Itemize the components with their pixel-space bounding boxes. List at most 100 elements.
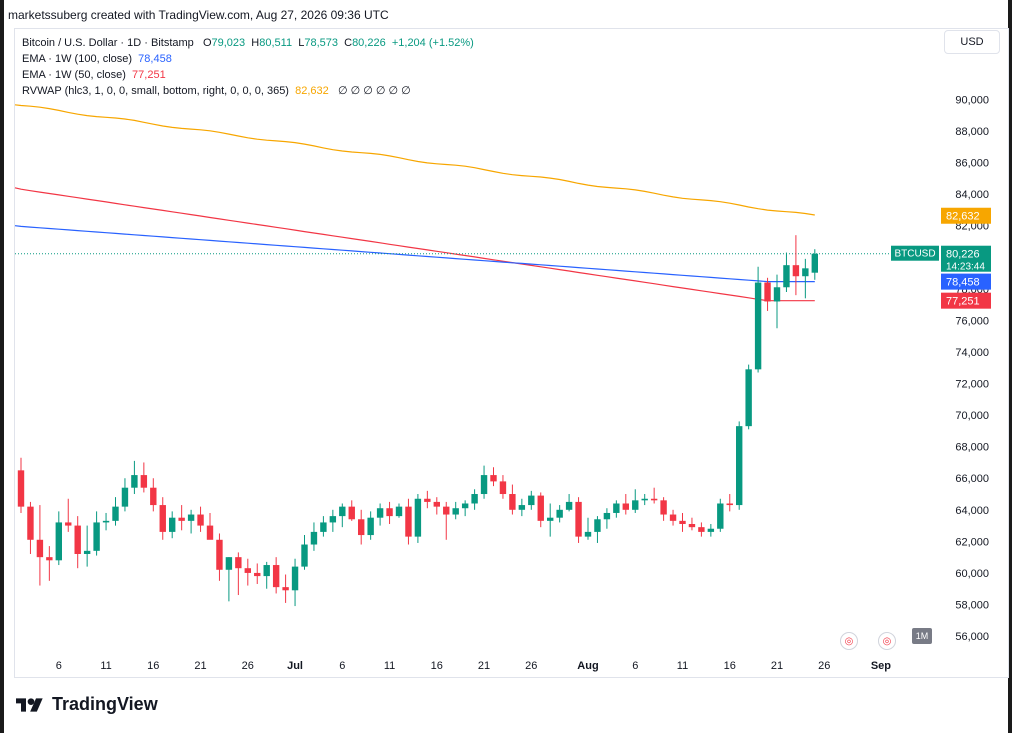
candle-body xyxy=(225,557,233,570)
candle-body xyxy=(537,495,544,521)
candle-body xyxy=(216,539,223,570)
candle-body xyxy=(698,527,705,532)
candle-body xyxy=(405,506,412,537)
us-flag-event-icon[interactable]: ◎ xyxy=(840,632,858,650)
candle-body xyxy=(575,501,582,537)
rvwap-value: 82,632 xyxy=(295,85,329,97)
rvwap-extra: ∅ ∅ ∅ ∅ ∅ ∅ xyxy=(337,85,411,97)
tradingview-logo[interactable]: TradingView xyxy=(16,694,158,715)
candle-body xyxy=(102,520,110,523)
x-tick-label: 26 xyxy=(818,660,830,672)
ema50-label: EMA · 1W (50, close) xyxy=(22,69,126,81)
candle-body xyxy=(461,503,469,509)
price-tag-countdown: 14:23:44 xyxy=(946,262,985,273)
x-tick-label: 11 xyxy=(384,660,395,672)
candle-body xyxy=(679,520,686,525)
candle-body xyxy=(754,282,762,370)
y-tick-label: 84,000 xyxy=(955,189,989,201)
low-label: L xyxy=(298,37,305,49)
rvwap-label: RVWAP (hlc3, 1, 0, 0, small, bottom, rig… xyxy=(22,85,289,97)
y-tick-label: 76,000 xyxy=(955,315,989,327)
candle-body xyxy=(17,470,25,507)
candle-body xyxy=(660,500,667,515)
x-tick-label: 26 xyxy=(242,660,254,672)
candle-body xyxy=(36,539,44,558)
candle-body xyxy=(452,508,459,515)
x-tick-label: 11 xyxy=(677,660,688,672)
candle-body xyxy=(358,519,365,536)
candle-body xyxy=(499,481,507,495)
interval-badge[interactable]: 1M xyxy=(912,628,932,644)
candle-body xyxy=(367,517,374,536)
legend-rvwap-row[interactable]: RVWAP (hlc3, 1, 0, 0, small, bottom, rig… xyxy=(22,83,474,99)
change-value: +1,204 (+1.52%) xyxy=(391,37,474,49)
candle-body xyxy=(197,514,204,526)
candle-body xyxy=(310,531,318,545)
legend-ohlc-row[interactable]: Bitcoin / U.S. Dollar · 1D · Bitstamp O7… xyxy=(22,35,474,51)
x-tick-label: 16 xyxy=(431,660,443,672)
candle-body xyxy=(131,475,138,488)
candle-body xyxy=(65,522,72,526)
x-tick-label: 6 xyxy=(632,660,638,672)
legend-ema50-row[interactable]: EMA · 1W (50, close) 77,251 xyxy=(22,67,474,83)
candle-body xyxy=(121,487,129,507)
y-tick-label: 58,000 xyxy=(955,599,989,611)
candle-body xyxy=(509,494,516,510)
price-tag-box xyxy=(941,273,991,290)
candle-body xyxy=(140,475,148,488)
ema100-value: 78,458 xyxy=(138,53,172,65)
x-tick-label: 11 xyxy=(100,660,111,672)
us-flag-icon[interactable]: ◎ xyxy=(878,632,896,650)
open-value: 79,023 xyxy=(211,37,246,49)
candle-body xyxy=(414,498,422,537)
candle-body xyxy=(83,550,91,554)
candle-body xyxy=(169,517,176,532)
candle-body xyxy=(206,525,214,540)
candle-body xyxy=(471,494,478,504)
ema-50w-line xyxy=(14,187,815,302)
candle-body xyxy=(291,566,299,591)
candle-body xyxy=(603,512,611,520)
candle-body xyxy=(490,475,497,482)
candle-body xyxy=(395,506,403,517)
x-tick-label: 6 xyxy=(339,660,345,672)
price-tag-label: 80,226 xyxy=(946,249,980,261)
candle-body xyxy=(272,565,280,588)
y-tick-label: 62,000 xyxy=(955,536,989,548)
candle-body xyxy=(348,506,355,520)
candle-body xyxy=(301,544,308,567)
candle-body xyxy=(811,253,818,273)
x-tick-label: 6 xyxy=(56,660,62,672)
candle-body xyxy=(556,509,563,518)
y-tick-label: 68,000 xyxy=(955,442,989,454)
candle-body xyxy=(254,572,261,577)
candle-body xyxy=(745,369,752,427)
candle-body xyxy=(433,501,440,507)
candle-body xyxy=(320,522,327,532)
legend-ema100-row[interactable]: EMA · 1W (100, close) 78,458 xyxy=(22,51,474,67)
candle-body xyxy=(641,498,648,501)
candle-body xyxy=(282,587,289,591)
high-label: H xyxy=(251,37,260,49)
brand-name: TradingView xyxy=(52,694,158,714)
candle-body xyxy=(376,508,384,518)
candle-body xyxy=(783,265,790,288)
plot-area[interactable] xyxy=(14,28,1009,678)
candle-body xyxy=(244,568,251,573)
candle-body xyxy=(764,282,771,302)
candle-body xyxy=(565,501,573,510)
candle-body xyxy=(584,531,592,537)
candle-body xyxy=(594,519,601,532)
price-chart[interactable]: 56,000 58,000 60,000 62,000 64,000 66,000 68,0… xyxy=(4,0,1008,733)
y-tick-label: 90,000 xyxy=(955,94,989,106)
x-tick-label: 21 xyxy=(771,660,783,672)
candle-body xyxy=(178,517,185,521)
candle-body xyxy=(235,557,242,569)
x-tick-label: 21 xyxy=(478,660,490,672)
x-tick-label: Aug xyxy=(577,660,598,672)
candle-body xyxy=(613,503,620,513)
tradingview-logo-icon xyxy=(16,697,43,712)
candle-body xyxy=(726,503,733,506)
currency-button[interactable]: USD xyxy=(944,30,1000,54)
